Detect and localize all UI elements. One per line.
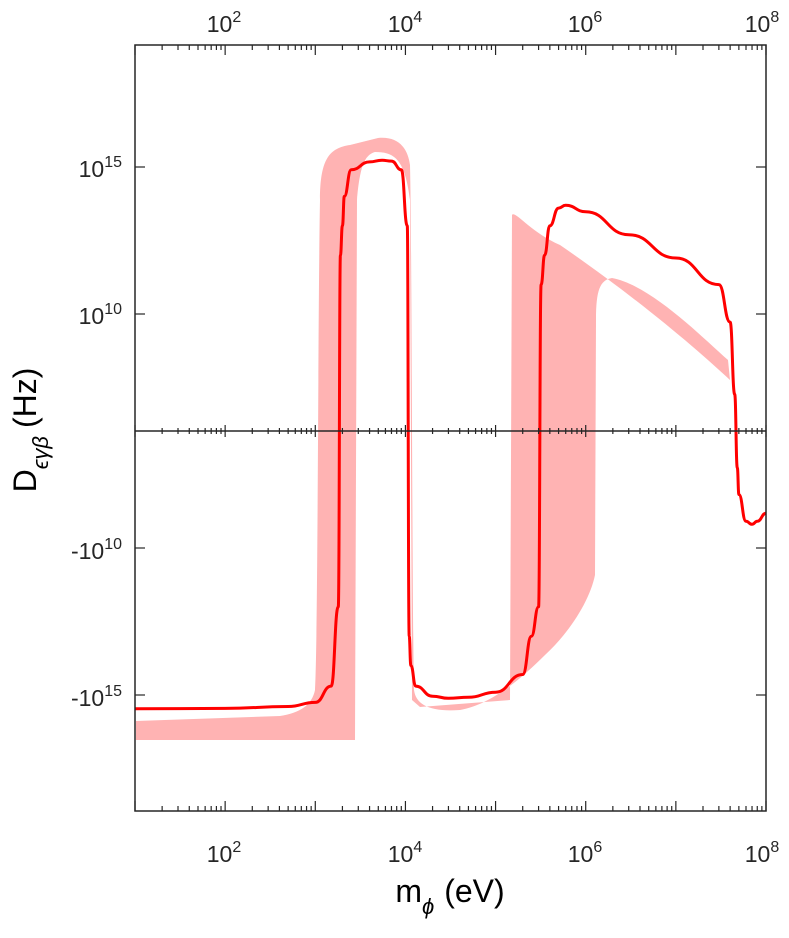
uncertainty-band xyxy=(136,137,730,741)
y-tick-label: -1015 xyxy=(71,683,122,711)
x-tick-label-top: 108 xyxy=(745,9,780,37)
x-tick-label: 106 xyxy=(568,839,603,867)
plot-box xyxy=(134,44,767,812)
y-tick-label: -1010 xyxy=(71,536,122,564)
x-tick-label-top: 102 xyxy=(207,9,242,37)
x-axis-label: mϕ (eV) xyxy=(395,873,504,919)
band-lobe-left xyxy=(136,137,730,741)
x-tick-label: 104 xyxy=(388,839,423,867)
y-tick-label: 1010 xyxy=(79,301,122,329)
x-tick-label: 102 xyxy=(207,839,242,867)
x-tick-label: 108 xyxy=(745,839,780,867)
x-tick-labels-bottom: 102 104 106 108 xyxy=(207,839,780,867)
y-tick-label: 1015 xyxy=(79,154,122,182)
y-axis-label: Dϵγβ(Hz) xyxy=(7,368,53,493)
series-line xyxy=(134,158,767,711)
x-tick-label-top: 106 xyxy=(568,9,603,37)
x-tick-labels-top: 102 104 106 108 xyxy=(207,9,780,37)
series-layer xyxy=(134,158,767,711)
minor-ticks xyxy=(161,45,763,811)
x-tick-label-top: 104 xyxy=(388,9,423,37)
y-tick-labels: 1015 1010 -1010 -1015 xyxy=(71,154,122,711)
